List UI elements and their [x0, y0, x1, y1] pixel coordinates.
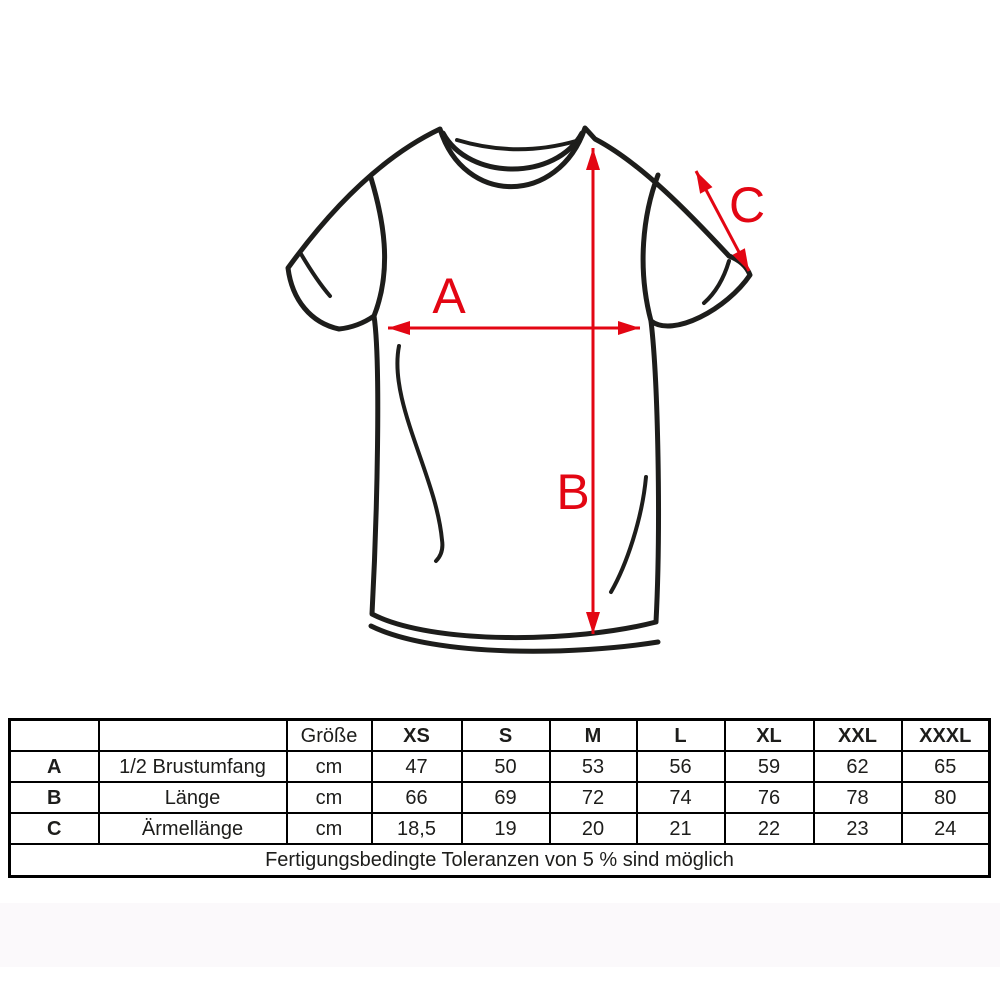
value-cell: 56 [635, 750, 726, 783]
value-cell: 24 [900, 812, 991, 845]
header-cell-groesse: Größe [285, 718, 373, 752]
value-cell: 53 [548, 750, 638, 783]
value-cell: 66 [370, 781, 463, 814]
table-row-a: A 1/2 Brustumfang cm 47 50 53 56 59 62 6… [8, 750, 991, 783]
collar-inner-line [440, 130, 585, 172]
left-sleeve-crease [299, 252, 332, 298]
value-cell: 47 [370, 750, 463, 783]
value-cell: 50 [460, 750, 551, 783]
dimension-label-a: A [432, 268, 466, 324]
row-unit: cm [285, 781, 373, 814]
left-armhole-seam [368, 175, 388, 319]
value-cell: 72 [548, 781, 638, 814]
value-cell: 74 [635, 781, 726, 814]
value-cell: 23 [812, 812, 903, 845]
header-cell-l: L [635, 718, 726, 752]
dimension-label-b: B [556, 464, 589, 520]
value-cell: 19 [460, 812, 551, 845]
header-cell-xs: XS [370, 718, 463, 752]
header-cell-m: M [548, 718, 638, 752]
dimension-arrow-c [694, 170, 751, 272]
hem-stitch-line [368, 623, 661, 654]
header-cell-xxl: XXL [812, 718, 903, 752]
row-key: A [8, 750, 100, 783]
table-row-b: B Länge cm 66 69 72 74 76 78 80 [8, 781, 991, 814]
row-key: C [8, 812, 100, 845]
value-cell: 59 [723, 750, 815, 783]
value-cell: 80 [900, 781, 991, 814]
right-body-wrinkle [609, 475, 648, 594]
left-body-wrinkle [395, 344, 445, 563]
value-cell: 18,5 [370, 812, 463, 845]
header-cell-blank-2 [97, 718, 288, 752]
header-cell-xl: XL [723, 718, 815, 752]
value-cell: 76 [723, 781, 815, 814]
value-cell: 62 [812, 750, 903, 783]
table-header-row: Größe XS S M L XL XXL XXXL [8, 718, 991, 752]
bottom-band [0, 903, 1000, 967]
row-unit: cm [285, 750, 373, 783]
dimension-label-c: C [729, 177, 765, 233]
value-cell: 69 [460, 781, 551, 814]
row-unit: cm [285, 812, 373, 845]
row-name: 1/2 Brustumfang [97, 750, 288, 783]
tshirt-measurement-diagram: A B C [285, 125, 765, 654]
row-name: Länge [97, 781, 288, 814]
table-row-c: C Ärmellänge cm 18,5 19 20 21 22 23 24 [8, 812, 991, 845]
table-footer-row: Fertigungsbedingte Toleranzen von 5 % si… [8, 843, 991, 878]
value-cell: 65 [900, 750, 991, 783]
value-cell: 78 [812, 781, 903, 814]
value-cell: 20 [548, 812, 638, 845]
tolerance-note: Fertigungsbedingte Toleranzen von 5 % si… [8, 843, 991, 878]
value-cell: 21 [635, 812, 726, 845]
collar-back-line [455, 138, 578, 152]
header-cell-xxxl: XXXL [900, 718, 991, 752]
right-armhole-seam [640, 172, 661, 324]
value-cell: 22 [723, 812, 815, 845]
header-cell-s: S [460, 718, 551, 752]
tshirt-outline [285, 125, 753, 641]
row-key: B [8, 781, 100, 814]
row-name: Ärmellänge [97, 812, 288, 845]
size-table: Größe XS S M L XL XXL XXXL A 1/2 Brustum… [8, 718, 991, 878]
header-cell-blank-1 [8, 718, 100, 752]
